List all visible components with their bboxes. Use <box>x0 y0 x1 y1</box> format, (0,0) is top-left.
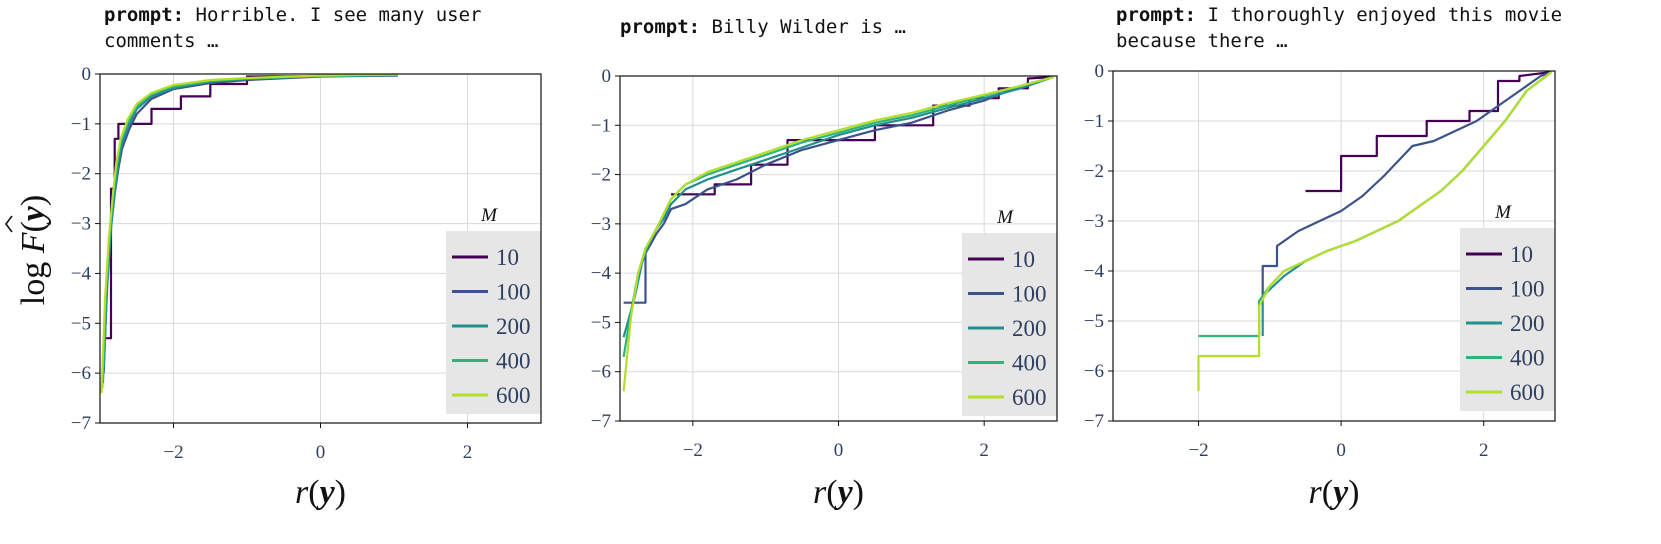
legend-box <box>446 231 541 414</box>
y-tick-label: −2 <box>1084 161 1104 182</box>
legend-title: M <box>996 207 1014 228</box>
prompt-panel-2: prompt: Billy Wilder is … <box>620 14 1090 40</box>
legend-title: M <box>480 205 498 226</box>
x-tick-label: 0 <box>834 440 844 461</box>
y-tick-label: −2 <box>591 165 611 186</box>
series-line-10 <box>105 74 398 340</box>
y-tick-label: −6 <box>71 363 91 384</box>
legend-box <box>1460 228 1555 411</box>
series-line-200 <box>101 73 398 384</box>
prompt-panel-1: prompt: Horrible. I see many user commen… <box>104 2 574 54</box>
prompt-key: prompt: <box>1116 4 1197 26</box>
legend-label-600: 600 <box>1510 380 1545 405</box>
y-tick-label: −3 <box>591 214 611 235</box>
y-tick-label: −6 <box>591 362 611 383</box>
series-line-400 <box>101 73 398 389</box>
chart-panel-2: 0 −1 −2 −3 −4 −5 −6 −7 −2 0 2 r(y) M 10 100 200 400 600 <box>591 66 1058 511</box>
y-tick-label: 0 <box>1095 61 1105 82</box>
y-tick-label: −5 <box>71 313 91 334</box>
legend-label-10: 10 <box>1012 247 1035 272</box>
legend-label-200: 200 <box>1012 316 1047 341</box>
prompt-key: prompt: <box>620 16 701 38</box>
prompt-text: Horrible. I see many user comments … <box>104 4 493 52</box>
y-tick-label: −4 <box>591 263 612 284</box>
x-tick-label: −2 <box>683 440 703 461</box>
y-axis-label: log F(y) <box>5 195 52 305</box>
x-axis-label: r(y) <box>1309 474 1360 511</box>
x-axis-label: r(y) <box>295 474 346 511</box>
y-tick-label: 0 <box>82 64 92 85</box>
y-tick-label: −1 <box>591 115 611 136</box>
series-line-600 <box>100 73 398 394</box>
y-tick-label: −2 <box>71 164 91 185</box>
hat-mark <box>5 215 13 233</box>
legend-label-200: 200 <box>496 314 531 339</box>
prompt-text: I thoroughly enjoyed this movie because … <box>1116 4 1574 52</box>
prompt-text: Billy Wilder is … <box>700 16 906 38</box>
prompt-panel-3: prompt: I thoroughly enjoyed this movie … <box>1116 2 1586 54</box>
x-tick-label: 0 <box>316 442 326 463</box>
y-tick-label: −4 <box>1084 261 1105 282</box>
chart-panel-3: 0 −1 −2 −3 −4 −5 −6 −7 −2 0 2 r(y) M 10 100 200 400 600 <box>1084 61 1556 511</box>
y-tick-label: −5 <box>591 312 611 333</box>
legend-label-400: 400 <box>496 349 531 374</box>
x-tick-label: 2 <box>463 442 473 463</box>
legend-label-10: 10 <box>1510 242 1533 267</box>
legend-label-100: 100 <box>1510 277 1545 302</box>
legend-label-100: 100 <box>1012 282 1047 307</box>
legend-title: M <box>1494 202 1512 223</box>
y-tick-label: −7 <box>591 411 611 432</box>
legend-label-400: 400 <box>1012 351 1047 376</box>
legend-label-600: 600 <box>496 383 531 408</box>
legend-label-200: 200 <box>1510 311 1545 336</box>
panels: 0−1−2−3−4−5−6−7−2 0 2r(y)M101002004006000−… <box>71 61 1556 511</box>
x-axis-label: r(y) <box>813 474 864 511</box>
x-tick-label: −2 <box>1188 440 1208 461</box>
prompt-key: prompt: <box>104 4 185 26</box>
legend-label-100: 100 <box>496 280 531 305</box>
legend-label-400: 400 <box>1510 346 1545 371</box>
x-tick-label: 2 <box>1479 440 1489 461</box>
series-line-100 <box>623 75 1054 304</box>
y-tick-label: −1 <box>1084 111 1104 132</box>
series-line-100 <box>1261 70 1552 296</box>
y-tick-label: −3 <box>71 214 91 235</box>
series-line-100 <box>102 74 398 374</box>
x-tick-label: −2 <box>163 442 183 463</box>
legend-label-600: 600 <box>1012 385 1047 410</box>
legend-box <box>962 233 1057 416</box>
chart-panel-1: 0 −1 −2 −3 −4 −5 −6 −7 −2 0 2 r(y) M 10 100 200 400 600 <box>71 64 542 511</box>
y-axis-label-text: log F(y) <box>15 195 52 305</box>
series-line-600 <box>622 75 1054 392</box>
y-tick-label: −1 <box>71 114 91 135</box>
plot-frame <box>1112 70 1556 422</box>
series-line-10 <box>1305 70 1552 193</box>
legend-label-10: 10 <box>496 245 519 270</box>
series-line-600 <box>1197 71 1553 391</box>
y-tick-label: −7 <box>71 413 91 434</box>
y-tick-label: −6 <box>1084 361 1104 382</box>
y-tick-label: 0 <box>602 66 612 87</box>
x-tick-label: 2 <box>979 440 989 461</box>
y-tick-label: −4 <box>71 263 92 284</box>
x-tick-label: 0 <box>1336 440 1346 461</box>
y-tick-label: −7 <box>1084 411 1104 432</box>
y-tick-label: −5 <box>1084 311 1104 332</box>
y-tick-label: −3 <box>1084 211 1104 232</box>
